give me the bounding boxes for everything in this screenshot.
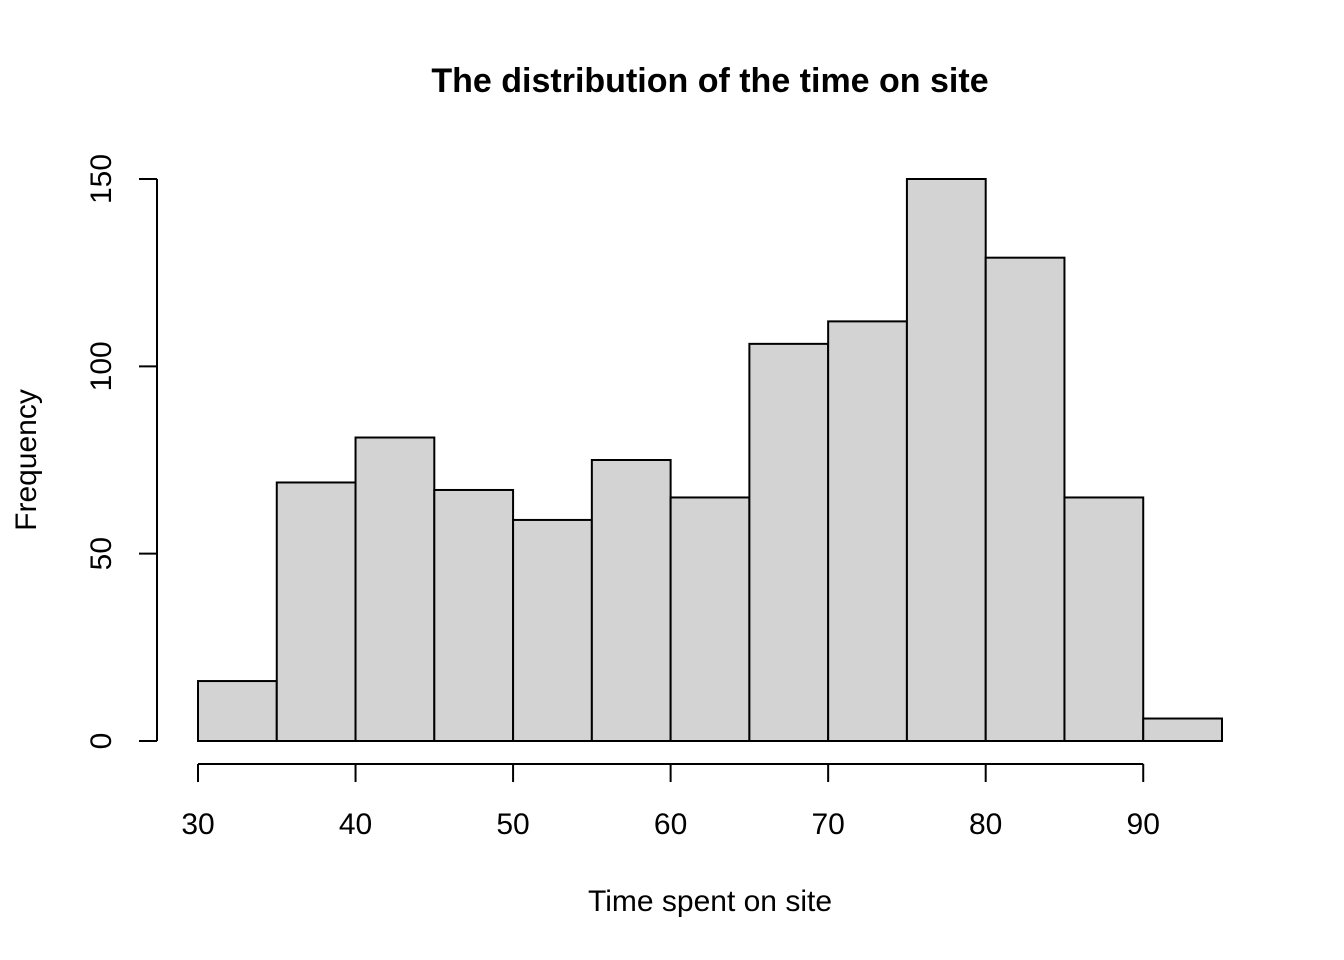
bar-60-65 (669, 496, 751, 743)
bar-85-90 (1063, 496, 1145, 743)
y-axis: 0 50 100 150 (85, 154, 158, 750)
x-tick-label-40: 40 (339, 808, 372, 841)
y-tick-label-50: 50 (85, 537, 118, 570)
bars-group (197, 178, 1223, 743)
x-tick-label-30: 30 (181, 808, 214, 841)
y-tick-label-150: 150 (85, 154, 118, 204)
y-tick-label-0: 0 (85, 733, 118, 750)
y-tick-label-100: 100 (85, 341, 118, 391)
bar-35-40 (275, 481, 357, 742)
bar-75-80 (905, 178, 987, 742)
bar-50-55 (512, 518, 593, 742)
bar-80-85 (984, 256, 1066, 742)
x-axis: 30 40 50 60 70 80 90 (181, 763, 1160, 841)
bar-70-75 (827, 320, 908, 742)
y-axis-label: Frequency (10, 389, 43, 531)
x-tick-label-50: 50 (496, 808, 529, 841)
x-tick-label-80: 80 (969, 808, 1002, 841)
x-axis-label: Time spent on site (588, 885, 832, 918)
bar-65-70 (748, 342, 830, 742)
chart-title: The distribution of the time on site (431, 62, 988, 100)
x-tick-label-60: 60 (654, 808, 687, 841)
x-tick-label-70: 70 (811, 808, 844, 841)
bar-30-35 (197, 680, 278, 743)
bar-55-60 (590, 459, 672, 742)
x-tick-label-90: 90 (1127, 808, 1160, 841)
bar-90-95 (1142, 717, 1223, 743)
bar-40-45 (354, 436, 436, 742)
bar-45-50 (433, 488, 515, 742)
